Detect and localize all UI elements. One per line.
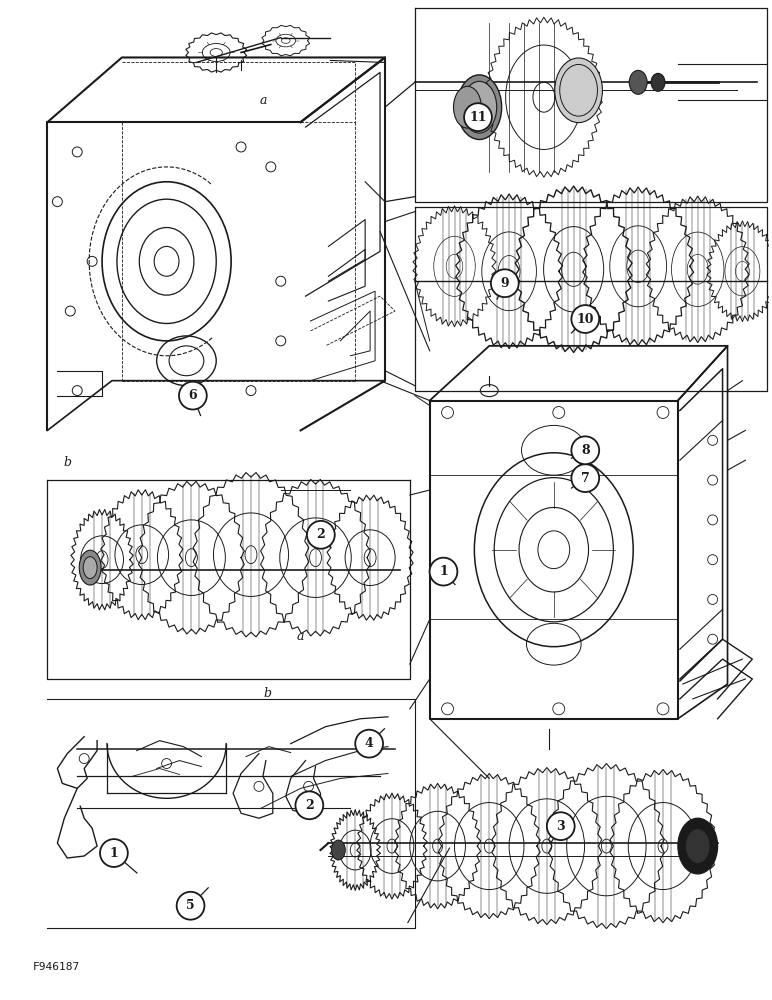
Text: 9: 9: [500, 277, 509, 290]
Text: a: a: [296, 630, 304, 643]
Ellipse shape: [651, 73, 665, 91]
Text: 3: 3: [557, 820, 565, 833]
Circle shape: [307, 521, 335, 549]
Ellipse shape: [678, 818, 718, 874]
Ellipse shape: [555, 58, 602, 123]
Text: 2: 2: [317, 528, 325, 541]
Circle shape: [296, 791, 323, 819]
Circle shape: [429, 558, 457, 586]
Text: F946187: F946187: [32, 962, 80, 972]
Text: 1: 1: [110, 847, 118, 860]
Circle shape: [179, 382, 207, 410]
Circle shape: [547, 812, 574, 840]
Text: 6: 6: [188, 389, 197, 402]
Circle shape: [355, 730, 383, 758]
Circle shape: [491, 269, 519, 297]
Ellipse shape: [629, 70, 647, 94]
Text: 10: 10: [577, 313, 594, 326]
Circle shape: [571, 436, 599, 464]
Ellipse shape: [686, 829, 710, 863]
Circle shape: [177, 892, 205, 920]
Text: 2: 2: [305, 799, 313, 812]
Text: b: b: [64, 456, 72, 469]
Text: 1: 1: [439, 565, 448, 578]
Ellipse shape: [462, 81, 496, 133]
Ellipse shape: [83, 557, 97, 579]
Text: 11: 11: [469, 111, 486, 124]
Circle shape: [571, 305, 599, 333]
Circle shape: [571, 464, 599, 492]
Text: 7: 7: [581, 472, 590, 485]
Text: b: b: [263, 687, 271, 700]
Circle shape: [464, 103, 492, 131]
Circle shape: [100, 839, 128, 867]
Ellipse shape: [80, 550, 101, 585]
Text: 4: 4: [364, 737, 374, 750]
Ellipse shape: [331, 840, 345, 860]
Text: 8: 8: [581, 444, 590, 457]
Text: a: a: [259, 94, 267, 107]
Text: 5: 5: [186, 899, 195, 912]
Ellipse shape: [457, 75, 502, 140]
Ellipse shape: [453, 86, 481, 128]
